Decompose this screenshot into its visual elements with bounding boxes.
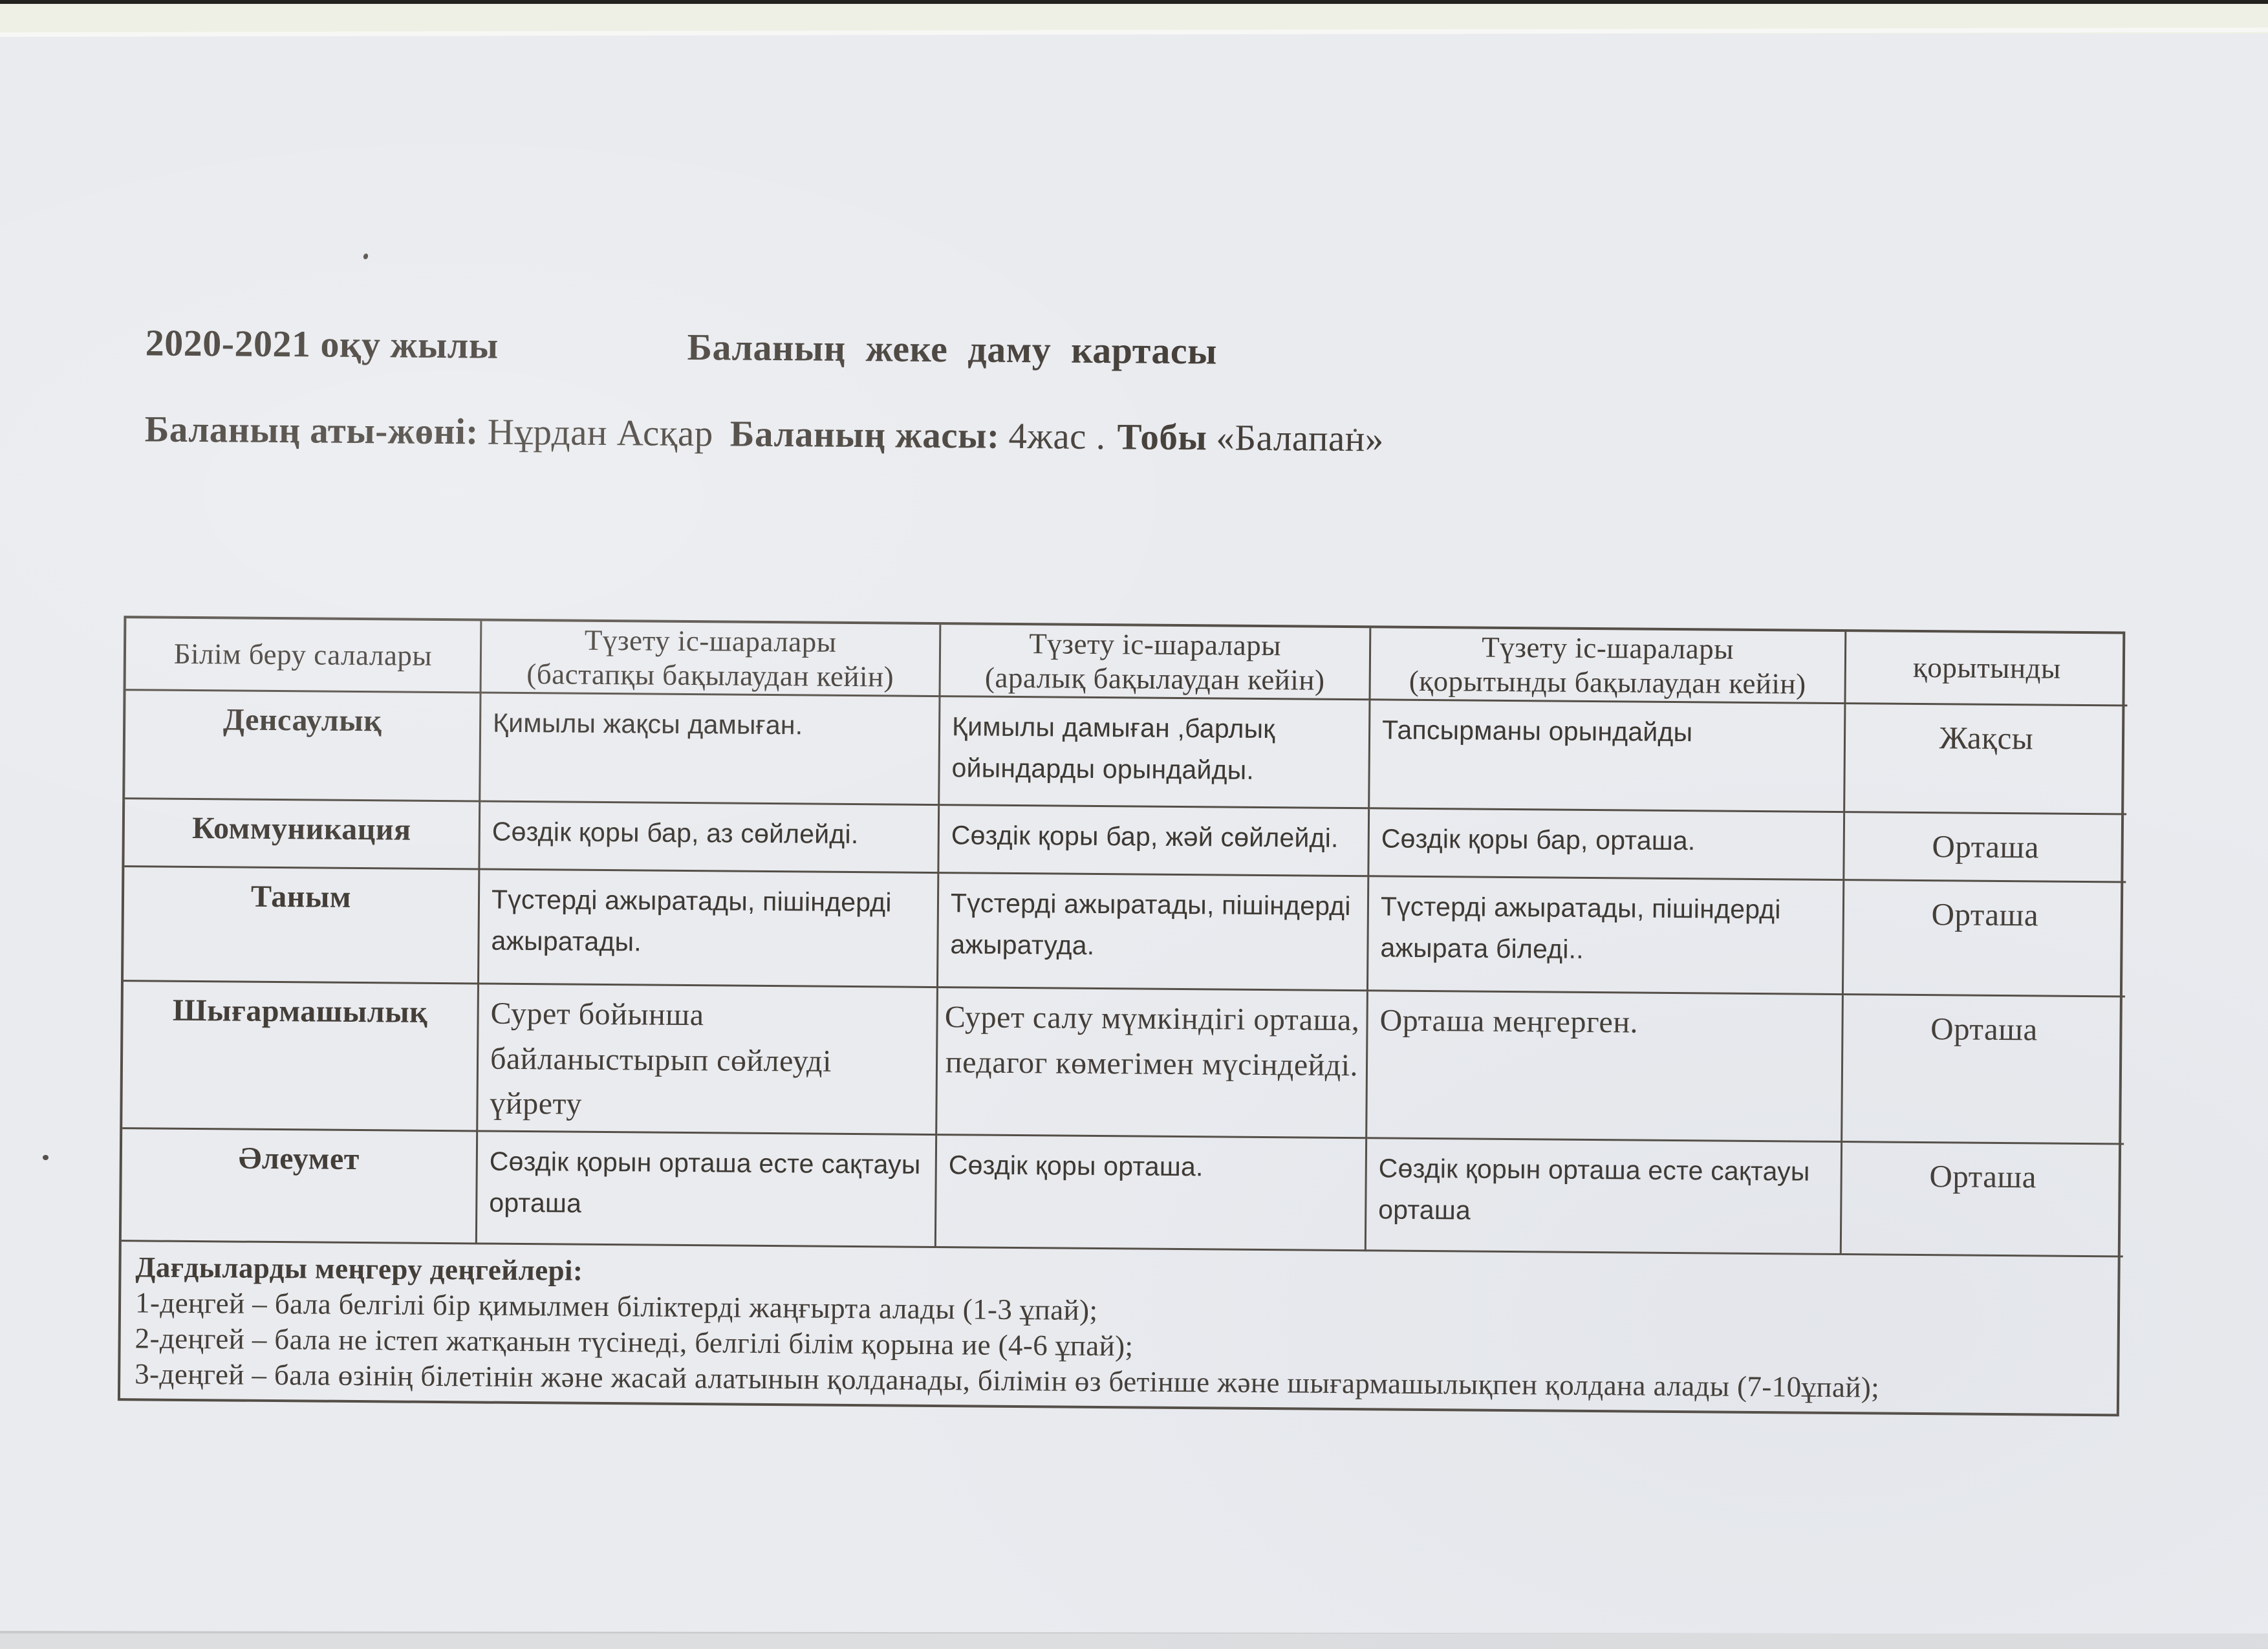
ink-speck [43,1155,49,1160]
child-info-row: Баланың аты-жөні: Нұрдан Асқар Баланың жас… [144,408,1384,460]
col-header-areas: Білім беру салалары [125,618,482,694]
row-kommunikaciya-interim: Сөздік қоры бар, жәй сөйлейді. [939,806,1370,878]
row-shygarmashylyk-initial: Сурет бойынша байланыстырып сөйлеуді үйр… [478,984,938,1136]
row-kommunikaciya-initial: Сөздік қоры бар, аз сөйлейді. [480,802,940,874]
col-header-result: қорытынды [1846,632,2128,707]
row-densaulyk-final: Тапсырманы орындайды [1370,700,1846,814]
row-kommunikaciya-final: Сөздік қоры бар, орташа. [1369,809,1846,881]
col-header-areas-title: Білім беру салалары [173,638,433,673]
row-tanym-initial: Түстерді ажыратады, пішіндерді ажыратады… [479,870,940,989]
row-shygarmashylyk-category: Шығармашылық [122,982,479,1132]
col-header-initial-title: Түзету іс-шаралары [584,624,837,659]
school-year: 2020-2021 оқу жылы [145,321,499,367]
row-aleumet-initial: Сөздік қорын орташа есте сақтауы орташа [477,1132,938,1249]
child-age-value: 4жас . [1008,415,1106,458]
row-aleumet-category: Әлеумет [121,1129,479,1245]
skill-levels-legend: Дағдыларды меңгеру деңгейлері: 1-деңгей … [120,1242,2123,1414]
page-title: Баланың жеке даму картасы [687,325,1218,372]
row-shygarmashylyk-result: Орташа [1842,995,2125,1145]
row-kommunikaciya-result: Орташа [1844,813,2127,883]
group-label: Тобы [1117,416,1207,458]
development-table: Білім беру салалары Түзету іс-шаралары (… [117,616,2128,1416]
row-tanym-category: Таным [123,867,481,985]
row-shygarmashylyk-final: Орташа меңгерген. [1367,991,1844,1143]
row-tanym-final: Түстерді ажыратады, пішіндерді ажырата б… [1368,877,1845,996]
group-value: «Балапан» [1216,417,1385,460]
row-tanym-interim: Түстерді ажыратады, пішіндерді ажыратуда… [938,874,1370,992]
row-densaulyk-initial: Қимылы жақсы дамыған. [481,693,941,806]
row-shygarmashylyk-interim: Сурет салу мүмкіндігі орташа, педагог кө… [937,988,1368,1139]
row-kommunikaciya-category: Коммуникация [124,799,481,870]
child-name-value: Нұрдан Асқар [487,411,714,455]
row-densaulyk-interim: Қимылы дамыған ,барлық ойындарды орындай… [940,697,1371,810]
col-header-result-title: қорытынды [1912,651,2061,685]
row-tanym-result: Орташа [1843,881,2126,998]
col-header-final-title: Түзету іс-шаралары [1482,630,1734,666]
row-aleumet-result: Орташа [1841,1143,2124,1258]
row-densaulyk-category: Денсаулық [125,691,482,803]
row-aleumet-final: Сөздік қорын орташа есте сақтауы орташа [1366,1139,1843,1256]
col-header-interim-title: Түзету іс-шаралары [1029,627,1282,662]
child-name-label: Баланың аты-жөні: [144,409,479,453]
col-header-final-subtitle: (қорытынды бақылаудан кейін) [1409,664,1806,700]
col-header-initial-subtitle: (бастапқы бақылаудан кейін) [526,657,894,693]
col-header-interim-subtitle: (аралық бақылаудан кейін) [984,661,1325,696]
child-age-label: Баланың жасы: [729,413,1000,457]
col-header-interim: Түзету іс-шаралары (аралық бақылаудан ке… [940,625,1372,701]
ink-speck [1354,429,1357,432]
col-header-final: Түзету іс-шаралары (қорытынды бақылаудан… [1370,628,1847,705]
document-title-row: 2020-2021 оқу жылы Баланың жеке даму карт… [145,321,1218,372]
row-aleumet-interim: Сөздік қоры орташа. [936,1136,1368,1252]
scanner-bottom-band [0,1633,2268,1649]
scanner-edge-strip [0,0,2268,4]
col-header-initial: Түзету іс-шаралары (бастапқы бақылаудан … [481,621,942,698]
row-densaulyk-result: Жақсы [1845,704,2128,815]
